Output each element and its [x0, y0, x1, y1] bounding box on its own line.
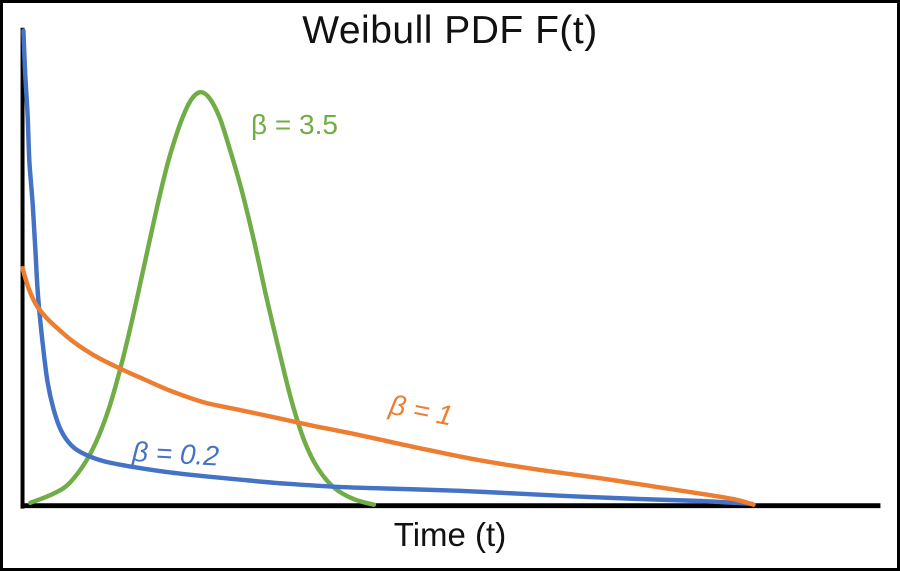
curve-beta-1 — [20, 265, 756, 507]
plot-svg — [20, 27, 881, 509]
curve-beta-0.2 — [21, 28, 755, 507]
curve-beta-3.5 — [28, 89, 377, 507]
